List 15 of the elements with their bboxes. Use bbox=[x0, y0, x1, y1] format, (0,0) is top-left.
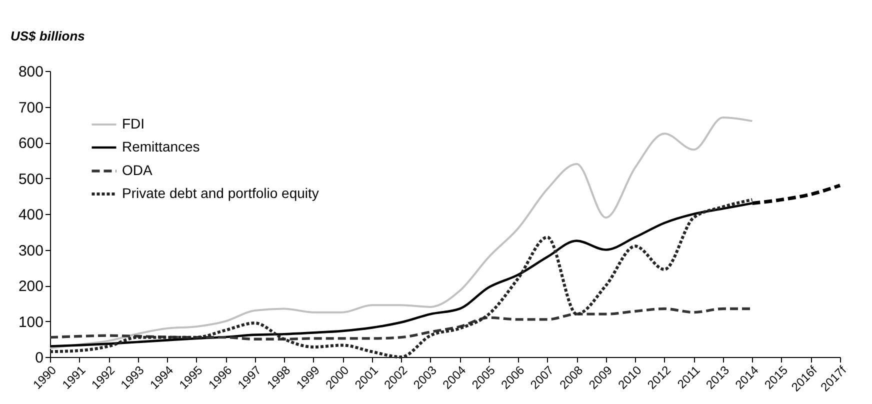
y-tick-label: 100 bbox=[18, 314, 44, 331]
y-axis-title: US$ billions bbox=[10, 28, 85, 44]
y-tick-label: 0 bbox=[35, 350, 44, 366]
y-tick-label: 300 bbox=[18, 242, 44, 260]
y-tick-label: 500 bbox=[18, 170, 44, 188]
y-tick-label: 600 bbox=[18, 135, 44, 152]
legend-label: ODA bbox=[122, 162, 153, 178]
y-tick-label: 700 bbox=[18, 99, 44, 116]
line-series bbox=[49, 116, 754, 350]
y-tick-label: 200 bbox=[18, 278, 44, 295]
y-tick-label: 400 bbox=[18, 206, 44, 224]
legend-label: FDI bbox=[122, 116, 145, 132]
legend-label: Private debt and portfolio equity bbox=[122, 185, 319, 201]
legend-label: Remittances bbox=[122, 138, 200, 154]
y-tick-label: 800 bbox=[18, 64, 44, 80]
